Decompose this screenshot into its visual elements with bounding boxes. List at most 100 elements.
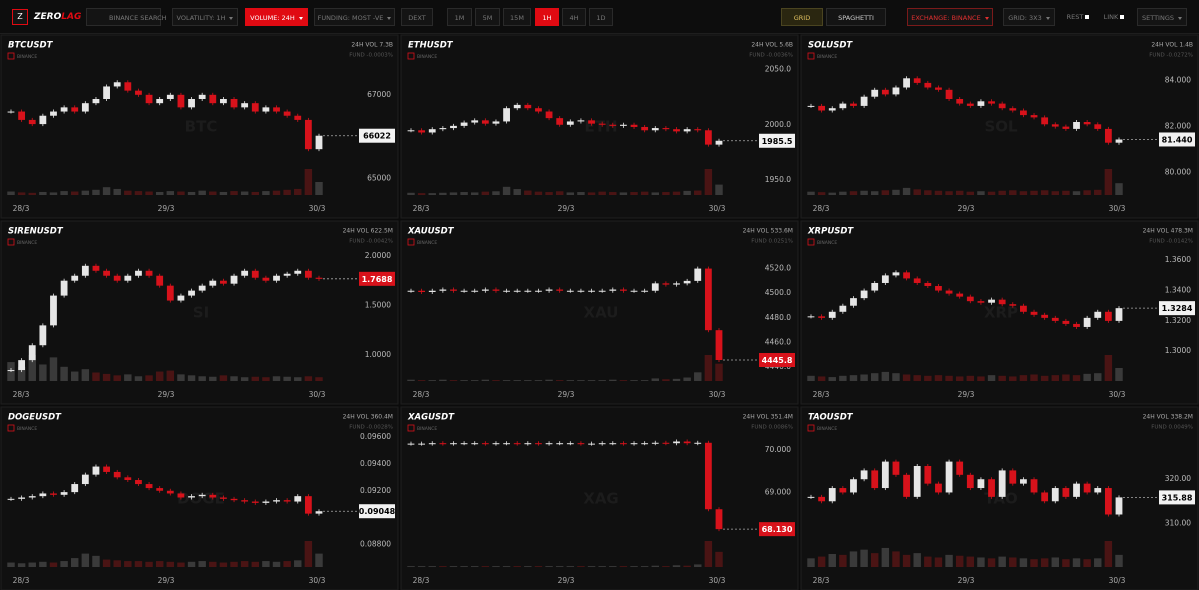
exchange: BINANCE bbox=[417, 240, 437, 246]
volume-bar bbox=[577, 566, 585, 567]
timeframe[interactable]: 4H bbox=[562, 8, 586, 26]
volume-bar bbox=[577, 192, 585, 195]
volume-bar bbox=[1115, 368, 1123, 381]
chart-panel: SIRENUSDT BINANCE 24H VOL 622.5M FUND -0.00… bbox=[0, 220, 399, 405]
candle bbox=[651, 442, 659, 444]
volume-bar bbox=[1083, 190, 1091, 195]
y-tick-label: 0.08800 bbox=[360, 540, 391, 549]
candle bbox=[418, 443, 426, 445]
funding-label: FUND -0.0272% bbox=[1149, 53, 1193, 59]
candle bbox=[598, 123, 606, 125]
timeframe[interactable]: 1D bbox=[589, 8, 613, 26]
spaghetti-view[interactable]: SPAGHETTI bbox=[826, 8, 886, 26]
timeframe[interactable]: 5M bbox=[475, 8, 500, 26]
volume-bar bbox=[92, 372, 100, 381]
volume-bar bbox=[187, 375, 196, 381]
candle bbox=[428, 290, 436, 292]
volume-bar bbox=[145, 375, 153, 381]
volume-bar bbox=[587, 566, 596, 567]
volume-label: 24H VOL 478.3M bbox=[1143, 228, 1193, 235]
volume-bar bbox=[166, 561, 175, 567]
volume-bar bbox=[913, 189, 921, 195]
candle bbox=[315, 277, 323, 279]
volume-bar bbox=[1019, 375, 1028, 381]
volume-bar bbox=[524, 380, 532, 381]
candle bbox=[556, 289, 564, 291]
candle bbox=[988, 101, 995, 104]
timeframe[interactable]: 1H bbox=[535, 8, 559, 26]
candle bbox=[50, 111, 57, 116]
candle bbox=[450, 289, 457, 291]
chart-panel: BTCUSDT BINANCE 24H VOL 7.3B FUND -0.0003% B… bbox=[0, 34, 399, 219]
candle bbox=[683, 441, 691, 444]
panel-bg bbox=[400, 34, 799, 219]
x-tick-label: 29/3 bbox=[958, 576, 975, 585]
candle bbox=[407, 290, 415, 292]
symbol: TAOUSDT bbox=[808, 413, 854, 423]
price-label: 1.3284 bbox=[1162, 304, 1193, 313]
settings[interactable]: SETTINGS bbox=[1137, 8, 1187, 26]
funding[interactable]: FUNDING: MOST -VE bbox=[314, 8, 395, 26]
volume-bar bbox=[892, 551, 900, 567]
candle bbox=[273, 500, 280, 502]
volume-bar bbox=[7, 191, 15, 195]
y-tick-label: 70.000 bbox=[765, 445, 791, 454]
candle bbox=[81, 265, 89, 276]
brand-b: LAG bbox=[61, 12, 82, 22]
volume-bar bbox=[155, 371, 164, 381]
candle bbox=[871, 282, 879, 291]
rest-label: REST bbox=[1066, 13, 1084, 21]
volume-bar bbox=[839, 554, 847, 567]
volume-bar bbox=[81, 190, 90, 195]
volume[interactable]: VOLUME: 24H bbox=[245, 8, 308, 26]
volume-bar bbox=[134, 561, 143, 567]
volume-bar bbox=[1040, 375, 1049, 381]
logo[interactable]: Z bbox=[12, 9, 28, 25]
exchange[interactable]: EXCHANGE: BINANCE bbox=[907, 8, 993, 26]
volume-bar bbox=[630, 192, 638, 195]
watermark: DOGE bbox=[177, 490, 225, 508]
x-tick-label: 28/3 bbox=[413, 390, 430, 399]
dext[interactable]: DEXT bbox=[401, 8, 433, 26]
volume-label: 24H VOL 360.4M bbox=[343, 414, 393, 421]
timeframe[interactable]: 15M bbox=[503, 8, 531, 26]
search[interactable]: BINANCE SEARCH bbox=[86, 8, 167, 26]
candle bbox=[1094, 488, 1102, 493]
price-box bbox=[1159, 132, 1195, 147]
link[interactable]: LINK bbox=[1098, 8, 1130, 26]
grid-view[interactable]: GRID bbox=[781, 8, 823, 26]
candle bbox=[481, 120, 489, 124]
panel-bg bbox=[800, 220, 1199, 405]
chart-panel: XAGUSDT BINANCE 24H VOL 351.4M FUND 0.0086%… bbox=[400, 406, 799, 590]
candle bbox=[241, 500, 249, 502]
volume-bar bbox=[240, 561, 249, 567]
candle bbox=[460, 290, 468, 292]
candle bbox=[145, 94, 153, 104]
volume-bar bbox=[998, 375, 1006, 381]
candle bbox=[913, 466, 921, 497]
candle bbox=[892, 87, 900, 95]
candle bbox=[1115, 308, 1123, 321]
link-label: LINK bbox=[1103, 13, 1119, 21]
rest[interactable]: REST bbox=[1062, 8, 1094, 26]
volume-bar bbox=[81, 553, 90, 567]
candle bbox=[924, 282, 932, 287]
candle bbox=[535, 443, 542, 445]
volume-bar bbox=[534, 566, 543, 567]
volume-label: 24H VOL 622.5M bbox=[343, 228, 393, 235]
volume-bar bbox=[177, 562, 185, 567]
volume-bar bbox=[902, 374, 911, 381]
timeframe[interactable]: 1M bbox=[447, 8, 472, 26]
exchange-icon bbox=[407, 424, 415, 432]
brand: ZEROLAG bbox=[34, 9, 81, 25]
volume-bar bbox=[577, 380, 585, 381]
candle bbox=[60, 107, 68, 112]
y-tick-label: 1.5000 bbox=[365, 301, 391, 310]
volatility[interactable]: VOLATILITY: 1H bbox=[172, 8, 238, 26]
candle bbox=[92, 466, 100, 475]
volume-bar bbox=[955, 555, 964, 567]
grid-size[interactable]: GRID: 3X3 bbox=[1003, 8, 1055, 26]
volume-bar bbox=[155, 191, 164, 195]
candle bbox=[673, 283, 680, 285]
